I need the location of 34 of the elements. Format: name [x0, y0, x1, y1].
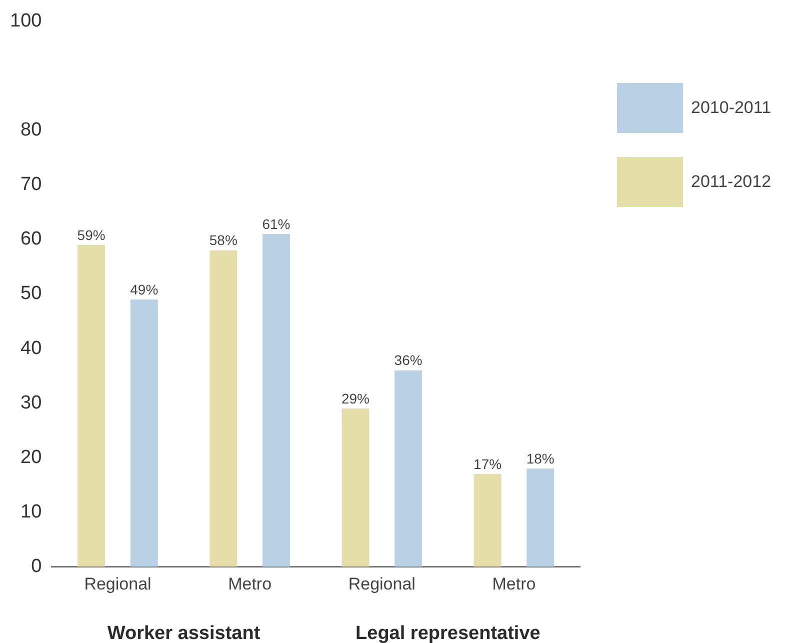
- text: 2010-2011: [691, 98, 772, 118]
- text: 2011-2012: [691, 172, 772, 192]
- x-tick-label: Regional: [84, 574, 152, 594]
- x-tick-label: Metro: [228, 574, 272, 594]
- data-label: 59%: [77, 226, 106, 243]
- y-tick-label: 30: [20, 392, 42, 414]
- text: Worker assistant: [107, 623, 261, 643]
- y-tick-label: 60: [20, 228, 42, 250]
- bar: [342, 408, 370, 567]
- bar: [78, 244, 106, 567]
- data-label: 17%: [474, 456, 502, 472]
- bar: [262, 234, 290, 567]
- y-tick-label: 10: [20, 501, 42, 522]
- data-label: 29%: [341, 390, 370, 406]
- bar: [130, 299, 158, 567]
- bar: [210, 250, 238, 567]
- y-tick-label: 80: [20, 120, 42, 141]
- bar: [526, 468, 554, 567]
- y-tick-label: 20: [20, 446, 42, 468]
- x-tick-label: Regional: [348, 574, 416, 594]
- y-tick-label: 100: [10, 10, 42, 32]
- bar: [474, 474, 502, 567]
- bar: [394, 370, 422, 567]
- y-tick-label: 50: [20, 283, 42, 304]
- data-label: 36%: [394, 352, 422, 368]
- x-tick-label: Metro: [492, 574, 536, 594]
- data-label: 49%: [130, 281, 158, 298]
- data-label: 58%: [209, 232, 238, 248]
- data-label: 61%: [262, 216, 290, 232]
- data-label: 18%: [526, 450, 554, 466]
- text: Legal representative: [356, 623, 540, 643]
- y-tick-label: 0: [31, 556, 42, 577]
- y-tick-label: 40: [20, 338, 42, 359]
- y-tick-label: 70: [20, 174, 42, 196]
